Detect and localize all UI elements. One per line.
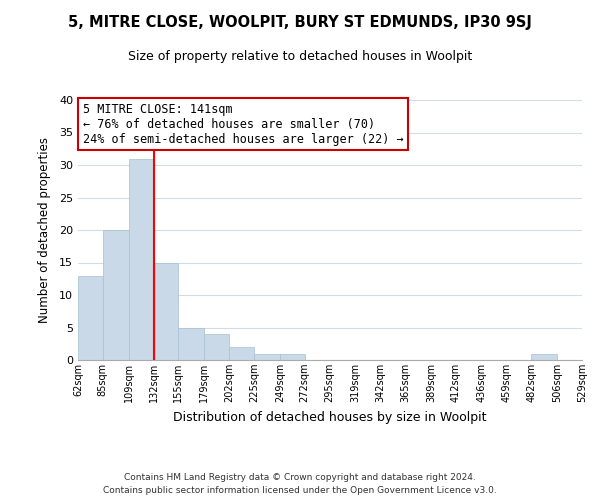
Text: 5 MITRE CLOSE: 141sqm
← 76% of detached houses are smaller (70)
24% of semi-deta: 5 MITRE CLOSE: 141sqm ← 76% of detached … (83, 102, 404, 146)
Y-axis label: Number of detached properties: Number of detached properties (38, 137, 50, 323)
Bar (178, 328, 204, 360)
Text: Size of property relative to detached houses in Woolpit: Size of property relative to detached ho… (128, 50, 472, 63)
Bar (280, 354, 305, 360)
X-axis label: Distribution of detached houses by size in Woolpit: Distribution of detached houses by size … (173, 410, 487, 424)
Text: 5, MITRE CLOSE, WOOLPIT, BURY ST EDMUNDS, IP30 9SJ: 5, MITRE CLOSE, WOOLPIT, BURY ST EDMUNDS… (68, 15, 532, 30)
Bar (103, 230, 129, 360)
Bar (129, 158, 154, 360)
Text: Contains HM Land Registry data © Crown copyright and database right 2024.: Contains HM Land Registry data © Crown c… (124, 472, 476, 482)
Text: Contains public sector information licensed under the Open Government Licence v3: Contains public sector information licen… (103, 486, 497, 495)
Bar (154, 262, 178, 360)
Bar (204, 334, 229, 360)
Bar (78, 276, 103, 360)
Bar (531, 354, 557, 360)
Bar (229, 347, 254, 360)
Bar (254, 354, 280, 360)
